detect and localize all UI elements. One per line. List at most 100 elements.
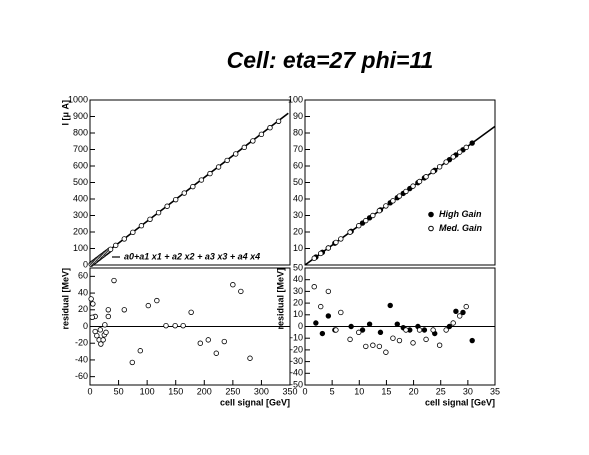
open-point bbox=[370, 342, 376, 348]
open-point bbox=[97, 327, 103, 333]
open-point bbox=[363, 217, 369, 224]
legend-label: High Gain bbox=[439, 209, 482, 219]
open-point bbox=[154, 297, 160, 304]
open-point bbox=[238, 288, 244, 295]
y-tick-label: 0 bbox=[83, 321, 88, 331]
open-point bbox=[390, 335, 396, 341]
open-point bbox=[430, 168, 436, 175]
open-point bbox=[436, 342, 443, 348]
open-point bbox=[318, 250, 324, 257]
y-tick-label: 60 bbox=[78, 271, 88, 281]
open-point bbox=[347, 336, 353, 343]
x-tick-label: 20 bbox=[409, 386, 419, 396]
legend-swatch bbox=[428, 225, 434, 232]
open-point bbox=[121, 307, 127, 313]
open-point bbox=[443, 159, 449, 165]
x-tick-label: 50 bbox=[114, 386, 124, 396]
open-point bbox=[430, 327, 436, 333]
open-point bbox=[107, 246, 114, 253]
open-point bbox=[180, 322, 186, 329]
y-tick-label: 30 bbox=[293, 210, 303, 220]
open-point bbox=[325, 245, 332, 251]
legend-swatch bbox=[428, 211, 434, 218]
open-point bbox=[105, 313, 111, 320]
y-tick-label: 20 bbox=[293, 226, 303, 236]
open-point bbox=[333, 239, 339, 246]
y-tick-label: 800 bbox=[73, 127, 88, 137]
open-point bbox=[224, 157, 230, 164]
open-point bbox=[233, 151, 239, 157]
y-tick-label: -30 bbox=[290, 356, 303, 366]
open-point bbox=[181, 190, 187, 196]
open-point bbox=[356, 223, 362, 229]
y-axis-label: I [μ A] bbox=[60, 100, 70, 126]
x-tick-label: 30 bbox=[463, 386, 473, 396]
open-point bbox=[121, 236, 127, 242]
open-point bbox=[164, 203, 170, 209]
filled-point bbox=[325, 313, 332, 319]
x-axis-label: cell signal [GeV] bbox=[220, 397, 290, 407]
y-tick-label: 40 bbox=[293, 193, 303, 203]
open-point bbox=[100, 337, 106, 343]
y-tick-label: 30 bbox=[293, 286, 303, 296]
y-tick-label: 60 bbox=[293, 160, 303, 170]
open-point bbox=[138, 223, 145, 229]
open-point bbox=[363, 343, 369, 350]
open-point bbox=[311, 255, 317, 261]
open-point bbox=[188, 309, 194, 315]
y-tick-label: 1000 bbox=[68, 94, 88, 104]
open-point bbox=[198, 177, 205, 183]
filled-point bbox=[387, 302, 393, 309]
open-point bbox=[463, 303, 469, 310]
y-tick-label: 100 bbox=[288, 94, 303, 104]
y-tick-label: 0 bbox=[298, 321, 303, 331]
open-point bbox=[457, 313, 463, 319]
y-tick-label: 10 bbox=[293, 309, 303, 319]
open-point bbox=[423, 174, 429, 180]
open-point bbox=[129, 359, 135, 366]
y-tick-label: 70 bbox=[293, 144, 303, 154]
figure-title: Cell: eta=27 phi=11 bbox=[227, 47, 434, 73]
y-tick-label: 500 bbox=[73, 177, 88, 187]
open-point bbox=[98, 341, 104, 347]
x-tick-label: 250 bbox=[225, 386, 240, 396]
filled-point bbox=[453, 308, 459, 314]
open-point bbox=[113, 242, 119, 249]
x-tick-label: 150 bbox=[168, 386, 183, 396]
x-tick-label: 0 bbox=[87, 386, 92, 396]
open-point bbox=[230, 282, 236, 288]
y-tick-label: 80 bbox=[293, 127, 303, 137]
y-tick-label: 600 bbox=[73, 160, 88, 170]
filled-point bbox=[469, 337, 475, 344]
open-point bbox=[416, 327, 423, 333]
open-point bbox=[376, 208, 383, 214]
open-point bbox=[275, 118, 282, 124]
filled-point bbox=[319, 330, 326, 337]
x-tick-label: 10 bbox=[354, 386, 364, 396]
y-tick-label: -40 bbox=[75, 354, 88, 364]
open-point bbox=[103, 329, 109, 336]
filled-point bbox=[359, 327, 366, 333]
y-axis-label: residual [MeV] bbox=[275, 268, 285, 330]
open-point bbox=[102, 322, 108, 328]
plot-frame bbox=[304, 99, 496, 266]
open-point bbox=[215, 164, 222, 170]
open-point bbox=[111, 277, 117, 284]
open-point bbox=[443, 327, 449, 333]
open-point bbox=[90, 301, 96, 307]
open-point bbox=[463, 144, 469, 151]
open-point bbox=[338, 236, 344, 242]
y-tick-label: -20 bbox=[75, 338, 88, 348]
open-point bbox=[221, 338, 227, 345]
filled-point bbox=[469, 140, 475, 146]
x-tick-label: 15 bbox=[381, 386, 391, 396]
open-point bbox=[94, 332, 100, 339]
open-point bbox=[376, 343, 383, 350]
y-tick-label: 40 bbox=[293, 274, 303, 284]
filled-point bbox=[460, 309, 466, 316]
y-tick-label: -20 bbox=[290, 344, 303, 354]
open-point bbox=[105, 307, 111, 313]
y-tick-label: -40 bbox=[290, 368, 303, 378]
y-tick-label: 50 bbox=[293, 177, 303, 187]
